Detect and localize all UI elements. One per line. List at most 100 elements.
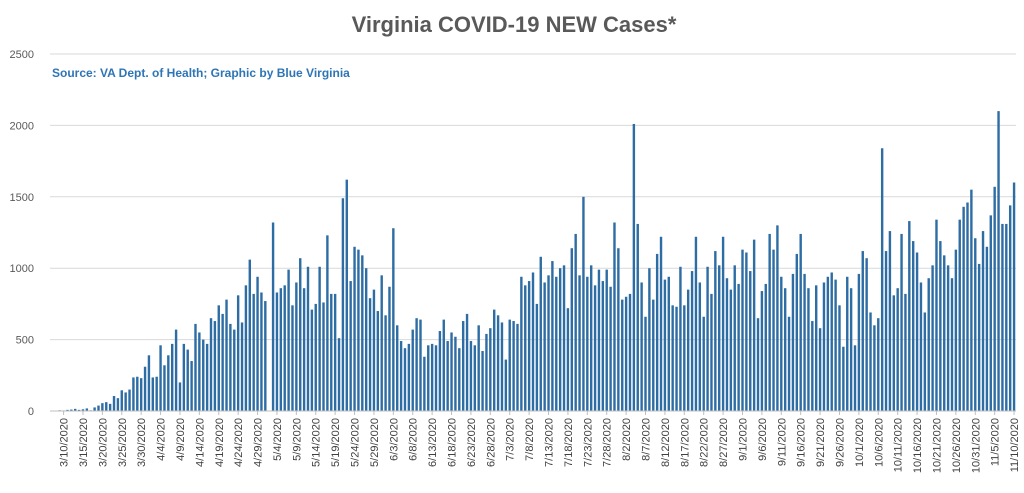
bar [205, 343, 209, 411]
bar [857, 273, 861, 411]
bar [310, 309, 314, 411]
bar [174, 329, 178, 411]
bar-series [50, 111, 1016, 412]
bar [826, 276, 830, 411]
bar [128, 389, 131, 411]
bar [520, 276, 523, 411]
x-tick-label: 9/26/2020 [835, 418, 847, 467]
bar [171, 343, 174, 411]
bar [671, 305, 674, 411]
x-tick-label: 7/13/2020 [544, 418, 556, 467]
x-tick-label: 5/4/2020 [272, 418, 284, 461]
bar [190, 361, 193, 411]
bar [93, 407, 96, 411]
bar [283, 285, 286, 411]
bar [954, 249, 958, 411]
bar [500, 322, 504, 411]
bar [869, 312, 872, 411]
bar [155, 376, 158, 411]
bar [974, 238, 977, 411]
bar [306, 266, 310, 411]
bar [764, 283, 767, 411]
x-tick-label: 8/27/2020 [718, 418, 730, 467]
x-tick-label: 8/2/2020 [621, 418, 633, 461]
bar [915, 252, 919, 411]
bar [543, 282, 546, 411]
x-tick-label: 4/29/2020 [253, 418, 265, 467]
bar [725, 278, 729, 411]
bar [865, 258, 868, 411]
bar [749, 271, 752, 411]
bar [147, 355, 151, 411]
bar [927, 278, 930, 411]
y-tick-label: 2500 [10, 49, 34, 61]
bar [450, 332, 453, 411]
bar [136, 376, 139, 411]
bar [229, 323, 232, 411]
bar [655, 253, 659, 411]
bar [361, 255, 364, 411]
bar [353, 246, 356, 411]
bar [846, 276, 849, 411]
bar [923, 312, 927, 411]
x-tick-label: 9/16/2020 [796, 418, 808, 467]
bar [644, 316, 647, 411]
bar [465, 313, 469, 411]
bar [733, 265, 736, 411]
bar [213, 321, 217, 411]
bar [958, 219, 961, 411]
x-tick-label: 4/14/2020 [194, 418, 206, 467]
bar [776, 225, 779, 411]
x-tick-label: 11/5/2020 [990, 418, 1002, 466]
bar [811, 321, 814, 411]
bar [582, 196, 585, 411]
x-tick-label: 10/16/2020 [912, 418, 924, 473]
x-tick-label: 4/24/2020 [233, 418, 245, 467]
bar [364, 268, 368, 411]
bar [900, 233, 903, 411]
y-tick-label: 1000 [10, 263, 34, 275]
bar [908, 221, 911, 411]
x-tick-label: 5/9/2020 [291, 418, 303, 461]
bar [884, 251, 888, 411]
x-tick-label: 10/21/2020 [932, 418, 944, 473]
bar [454, 336, 457, 411]
bar [504, 359, 508, 411]
x-tick-label: 7/23/2020 [582, 418, 594, 467]
bar [943, 255, 946, 411]
y-axis-tick-labels: 0 500 1000 1500 2000 2500 [10, 49, 34, 418]
bar [496, 315, 500, 411]
bar [1012, 182, 1016, 411]
bar [469, 341, 473, 411]
bar [279, 288, 283, 411]
bar [772, 249, 775, 411]
bar [888, 231, 892, 411]
bar [834, 279, 837, 411]
bar [217, 305, 220, 411]
x-tick-label: 5/14/2020 [311, 418, 323, 467]
bar [605, 269, 608, 411]
bar [225, 299, 228, 411]
bar [745, 252, 748, 411]
bar [768, 233, 771, 411]
bar [330, 293, 333, 411]
x-tick-label: 3/10/2020 [59, 418, 71, 467]
bar [399, 341, 403, 411]
bar [904, 293, 907, 411]
bar [388, 286, 391, 411]
bar [690, 271, 694, 411]
bar [714, 251, 717, 411]
bar [357, 249, 360, 411]
bar [694, 236, 698, 411]
bar [446, 341, 449, 411]
bar [380, 275, 383, 411]
bar [939, 241, 942, 411]
bar [77, 409, 81, 411]
bar [396, 325, 399, 411]
bar [624, 296, 628, 411]
bar [322, 302, 325, 411]
bar [1008, 205, 1012, 411]
bar [194, 323, 197, 411]
bar [617, 248, 620, 411]
bar [566, 308, 570, 411]
